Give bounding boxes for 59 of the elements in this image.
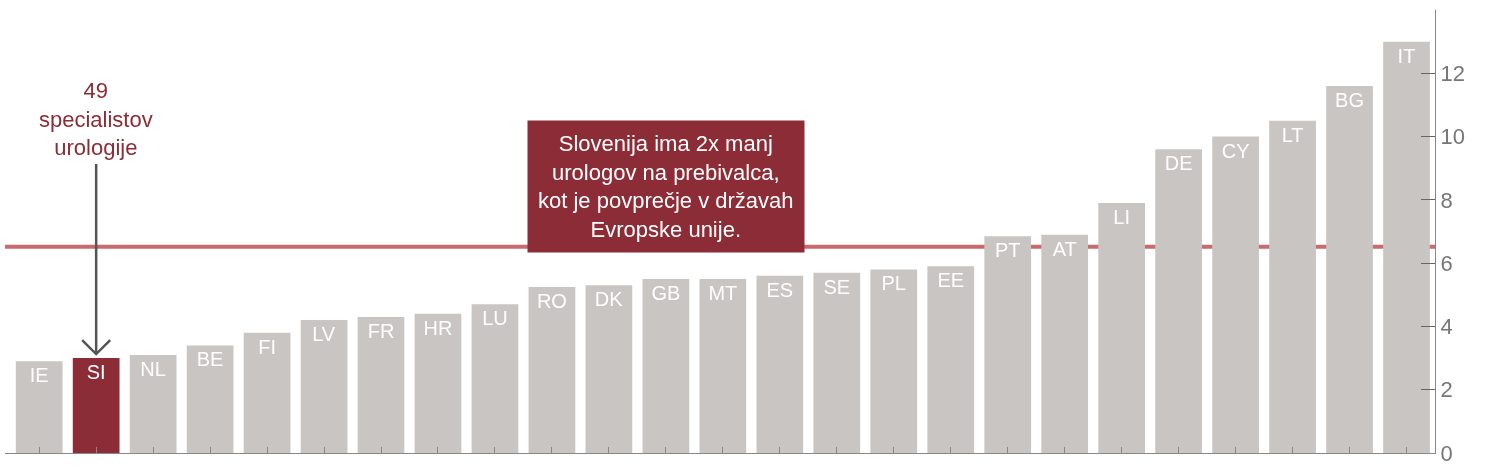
- bar: [15, 361, 63, 453]
- x-tick-label: IE: [29, 364, 49, 387]
- x-tick-label: AT: [1052, 237, 1077, 260]
- x-tick-label: PT: [994, 239, 1021, 262]
- y-tick-label: 2: [1440, 377, 1453, 403]
- x-tick-label: SI: [86, 361, 106, 384]
- bar: [1383, 41, 1430, 453]
- x-tick-label: SE: [823, 275, 851, 298]
- x-tick-label: MT: [708, 281, 738, 304]
- bar: [984, 236, 1032, 453]
- y-tick-label: 6: [1440, 250, 1453, 276]
- bar: [585, 285, 633, 453]
- x-tick-label: BE: [196, 348, 224, 371]
- x-tick-label: RO: [536, 289, 567, 312]
- bar: [1212, 136, 1259, 453]
- bar: [72, 358, 120, 453]
- bar: [870, 269, 918, 453]
- annotation: Slovenija ima 2x manj urologov na prebivalca, kot je povprečje v državah Evropske unije.: [538, 131, 794, 242]
- x-tick-label: DE: [1164, 152, 1193, 175]
- y-tick-label: 0: [1440, 440, 1453, 466]
- y-tick-label: 8: [1440, 187, 1453, 213]
- bar: [699, 278, 747, 453]
- x-tick-label: EE: [937, 269, 965, 292]
- bar: [528, 286, 576, 453]
- x-tick-label: LU: [482, 307, 508, 330]
- annotation: 49 specialistov urologije: [39, 78, 153, 161]
- x-tick-label: NL: [140, 357, 166, 380]
- bar: [243, 332, 291, 453]
- bar: [1326, 85, 1373, 453]
- x-tick-label: LT: [1281, 123, 1304, 146]
- y-tick-label: 12: [1440, 60, 1465, 86]
- bar: [471, 304, 519, 453]
- x-tick-label: DK: [594, 288, 624, 311]
- x-tick-label: IT: [1397, 44, 1416, 67]
- bar: [1155, 149, 1202, 453]
- bar: [927, 266, 975, 453]
- bar: [813, 272, 861, 453]
- x-tick-label: LV: [312, 323, 336, 346]
- x-tick-label: GB: [651, 281, 681, 304]
- bar: [1269, 120, 1316, 453]
- bar: [642, 278, 690, 453]
- x-tick-label: LI: [1113, 206, 1130, 229]
- bar: [129, 354, 177, 453]
- x-tick-label: FR: [367, 319, 395, 342]
- x-tick-label: BG: [1335, 88, 1364, 111]
- x-tick-label: PL: [881, 272, 906, 295]
- bar: [1041, 234, 1089, 453]
- bar: [357, 316, 405, 453]
- x-tick-label: FI: [258, 335, 276, 358]
- bar: [1098, 203, 1146, 453]
- x-tick-label: HR: [423, 316, 453, 339]
- bar: [186, 345, 234, 453]
- bar: [414, 313, 462, 453]
- x-tick-label: CY: [1221, 139, 1250, 162]
- bar: [300, 320, 348, 453]
- y-tick-label: 4: [1440, 314, 1453, 340]
- bar: [756, 275, 804, 453]
- x-tick-label: ES: [766, 278, 794, 301]
- y-tick-label: 10: [1440, 124, 1465, 150]
